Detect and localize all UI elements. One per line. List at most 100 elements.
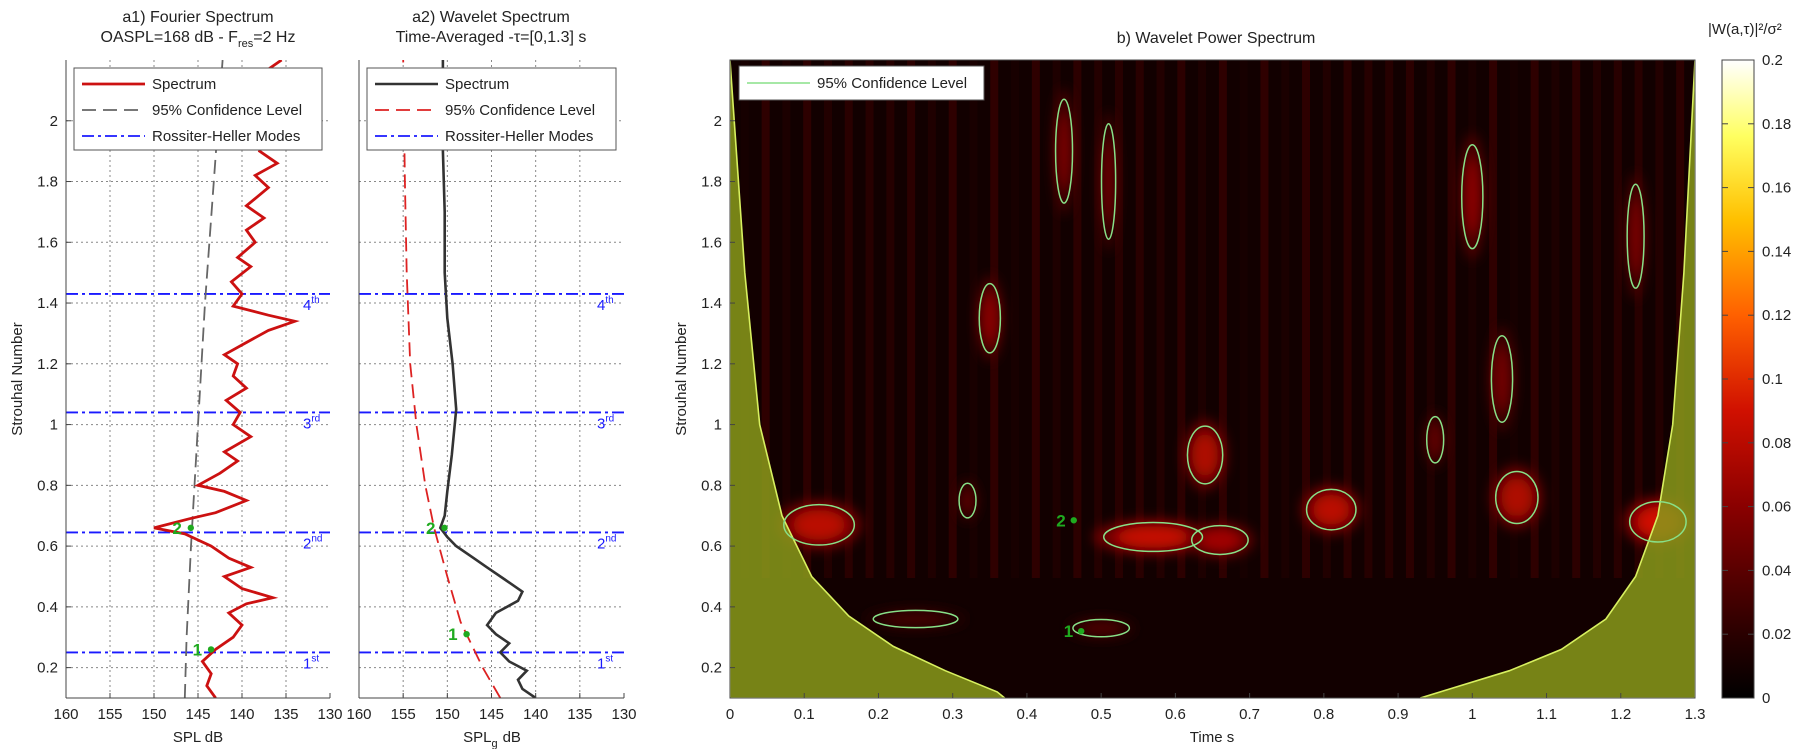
a2-x-tick-label: 145 [479,706,504,723]
b-plot-frame [729,59,1696,699]
b-heatmap-hotspot [1199,529,1241,551]
a1-markers: 21 [172,519,215,659]
a1-x-tick-label: 145 [185,706,210,723]
a1-legend-spectrum-label: Spectrum [152,76,216,93]
b-x-tick-label: 0.1 [794,706,815,723]
b-x-tick-label: 0.4 [1016,706,1037,723]
b-heatmap-hotspot [1464,158,1481,235]
a2-markers: 21 [426,519,470,644]
b-y-tick-label: 1.4 [701,295,722,312]
b-heatmap-hotspot [1116,526,1190,548]
a1-mode-label: 2nd [303,533,322,552]
b-x-tick-label: 0.2 [868,706,889,723]
a1-y-tick-label: 1.2 [37,356,58,373]
b-y-tick-label: 1 [714,417,722,434]
a1-y-tick-label: 1 [50,417,58,434]
b-heatmap-streak [1177,60,1186,578]
b-heatmap-streak [1530,60,1539,578]
a2-legend: Spectrum 95% Confidence Level Rossiter-H… [366,67,617,151]
a1-y-ticks: 0.2 0.4 0.6 0.8 1 1.2 1.4 1.6 1.8 2 [37,113,71,677]
a1-x-tick-label: 130 [317,706,342,723]
b-title: b) Wavelet Power Spectrum [1117,30,1316,47]
colorbar-ticks: 0 0.02 0.04 0.06 0.08 0.1 0.12 0.14 0.16 0.18 0.2 [1722,52,1791,707]
b-heatmap-streak [1489,60,1498,578]
b-y-tick-label: 0.2 [701,660,722,677]
b-x-tick-label: 0.9 [1388,706,1409,723]
colorbar-tick-label: 0.04 [1762,562,1791,579]
b-confidence-contour [1425,415,1445,464]
a1-y-axis-label: Strouhal Number [9,322,26,435]
b-heatmap-hotspot [982,292,998,344]
b-heatmap-streak [927,60,936,578]
b-y-tick-label: 1.2 [701,356,722,373]
b-heatmap-hotspot [884,612,947,626]
a1-marker-label: 1 [193,640,202,659]
a1-y-tick-label: 1.4 [37,295,58,312]
b-confidence-contour [1628,500,1687,543]
a1-y-tick-label: 0.8 [37,477,58,494]
b-heatmap-streak [1613,60,1622,578]
a2-confidence-line [402,60,502,698]
a1-y-tick-label: 1.6 [37,234,58,251]
a1-y-tick-label: 0.2 [37,660,58,677]
b-heatmap-hotspot [1501,478,1533,517]
a1-subtitle: OASPL=168 dB - Fres=2 Hz [101,29,296,50]
a1-legend-modes-label: Rossiter-Heller Modes [152,128,300,145]
b-heatmap-streak [1385,60,1394,578]
b-heatmap-streak [969,60,978,578]
b-markers: 21 [1056,511,1085,641]
a2-subtitle: Time-Averaged -τ=[0,1.3] s [396,29,587,46]
a1-marker-label: 2 [172,519,181,538]
b-y-ticks: 0.2 0.4 0.6 0.8 1 1.2 1.4 1.6 1.8 2 [701,113,735,677]
a1-x-axis-label: SPL dB [173,729,223,746]
b-heatmap-hotspot [793,509,846,540]
a2-x-ticks: 160 155 150 145 140 135 130 [346,693,637,723]
b-heatmap-streak [1468,60,1477,578]
b-heatmap-streak [1135,60,1144,578]
b-heatmap-streak [1239,60,1248,578]
b-confidence-contour [1190,524,1249,556]
b-heatmap-streak [1426,60,1435,578]
a2-legend-spectrum-label: Spectrum [445,76,509,93]
b-x-ticks: 0 0.1 0.2 0.3 0.4 0.5 0.6 0.7 0.8 0.9 1 1.1 1.2 1.3 [726,693,1706,723]
b-heatmap-background [730,60,1695,698]
a1-x-tick-label: 150 [141,706,166,723]
b-heatmap-streak [1281,60,1290,578]
b-heatmap-streak [948,60,957,578]
a2-spectrum-line [438,60,537,698]
b-legend-confidence-label: 95% Confidence Level [817,75,967,92]
b-x-tick-label: 0.3 [942,706,963,723]
b-x-tick-label: 1.3 [1685,706,1706,723]
b-heatmap [730,60,1695,698]
a1-mode-label: 1st [303,653,319,672]
a1-mode-label: 4th [303,295,320,314]
b-confidence-contour [783,503,856,546]
b-heatmap-streak [1343,60,1352,578]
colorbar-tick-label: 0.16 [1762,180,1791,197]
a1-marker-dot [207,646,215,653]
b-x-axis-label: Time s [1190,729,1234,746]
b-heatmap-streak [1509,60,1518,578]
b-heatmap-streak [1593,60,1602,578]
b-heatmap-stripes [740,60,1685,578]
colorbar-tick-label: 0.02 [1762,626,1791,643]
b-heatmap-streak [1094,60,1103,578]
b-heatmap-streak [907,60,916,578]
b-heatmap-streak [1114,60,1123,578]
b-confidence-contour [1305,488,1357,531]
a1-y-tick-label: 1.8 [37,174,58,191]
b-confidence-contour [1494,470,1539,525]
b-heatmap-streak [865,60,874,578]
b-confidence-contour [1103,521,1204,553]
a2-x-axis-label: SPLg dB [463,729,521,749]
b-heatmap-streak [761,60,770,578]
b-heatmap-streak [1260,60,1269,578]
b-x-tick-label: 0 [726,706,734,723]
b-heatmap-hotspot [1629,197,1642,275]
a2-x-tick-label: 150 [435,706,460,723]
b-confidence-contour [1100,123,1117,240]
b-heatmap-streak [803,60,812,578]
b-marker-dot [1077,627,1085,635]
a1-marker-dot [187,524,194,532]
b-confidence-contour [1490,334,1514,424]
